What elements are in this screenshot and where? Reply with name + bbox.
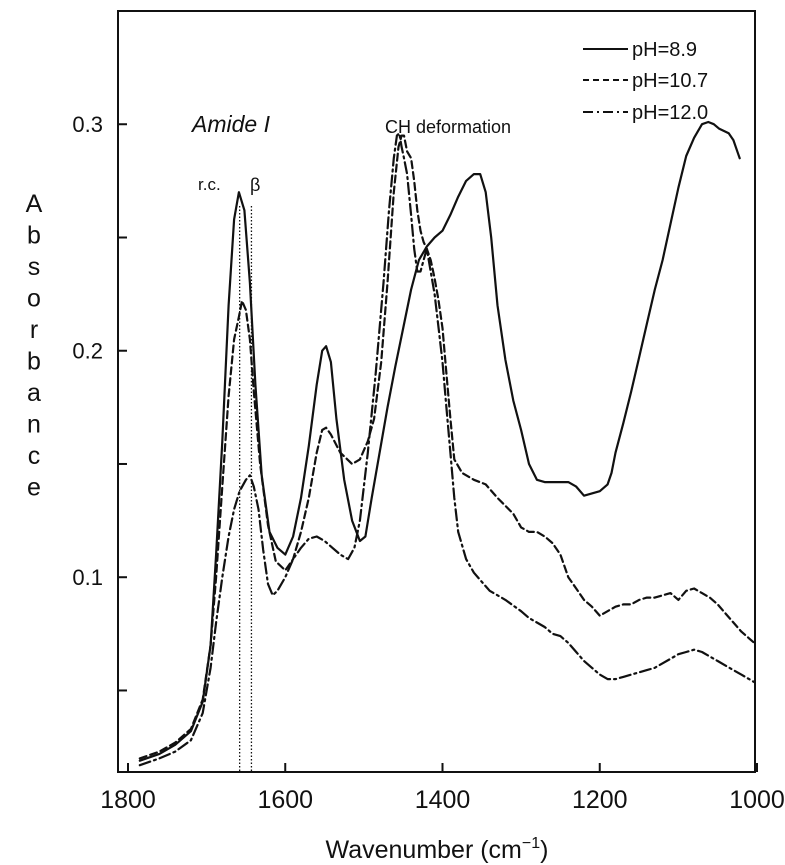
x-axis-label: Wavenumber (cm−1) bbox=[326, 835, 549, 864]
series-line-dashed bbox=[138, 134, 755, 760]
legend-label-ph-12-0: pH=12.0 bbox=[632, 102, 708, 124]
annotation-ch-deformation: CH deformation bbox=[385, 117, 511, 137]
y-tick-label: 0.2 bbox=[72, 339, 103, 364]
annotation-amide-i: Amide I bbox=[190, 111, 271, 137]
legend-label-ph-8-9: pH=8.9 bbox=[632, 39, 697, 61]
x-tick-label: 1000 bbox=[729, 786, 785, 814]
plot-frame bbox=[117, 10, 756, 773]
y-tick-label: 0.1 bbox=[72, 565, 103, 590]
x-tick-label: 1200 bbox=[572, 786, 628, 814]
legend: pH=8.9 pH=10.7 pH=12.0 bbox=[583, 39, 708, 124]
x-tick-label: 1600 bbox=[257, 786, 313, 814]
annotation-beta: β bbox=[250, 175, 260, 195]
x-tick-label: 1400 bbox=[415, 786, 471, 814]
y-tick-label: 0.3 bbox=[72, 112, 103, 137]
x-tick-label: 1800 bbox=[100, 786, 156, 814]
annotation-random-coil: r.c. bbox=[198, 175, 221, 194]
series-line-solid bbox=[138, 120, 741, 762]
legend-label-ph-10-7: pH=10.7 bbox=[632, 70, 708, 92]
series-line-dashdot bbox=[138, 132, 755, 767]
